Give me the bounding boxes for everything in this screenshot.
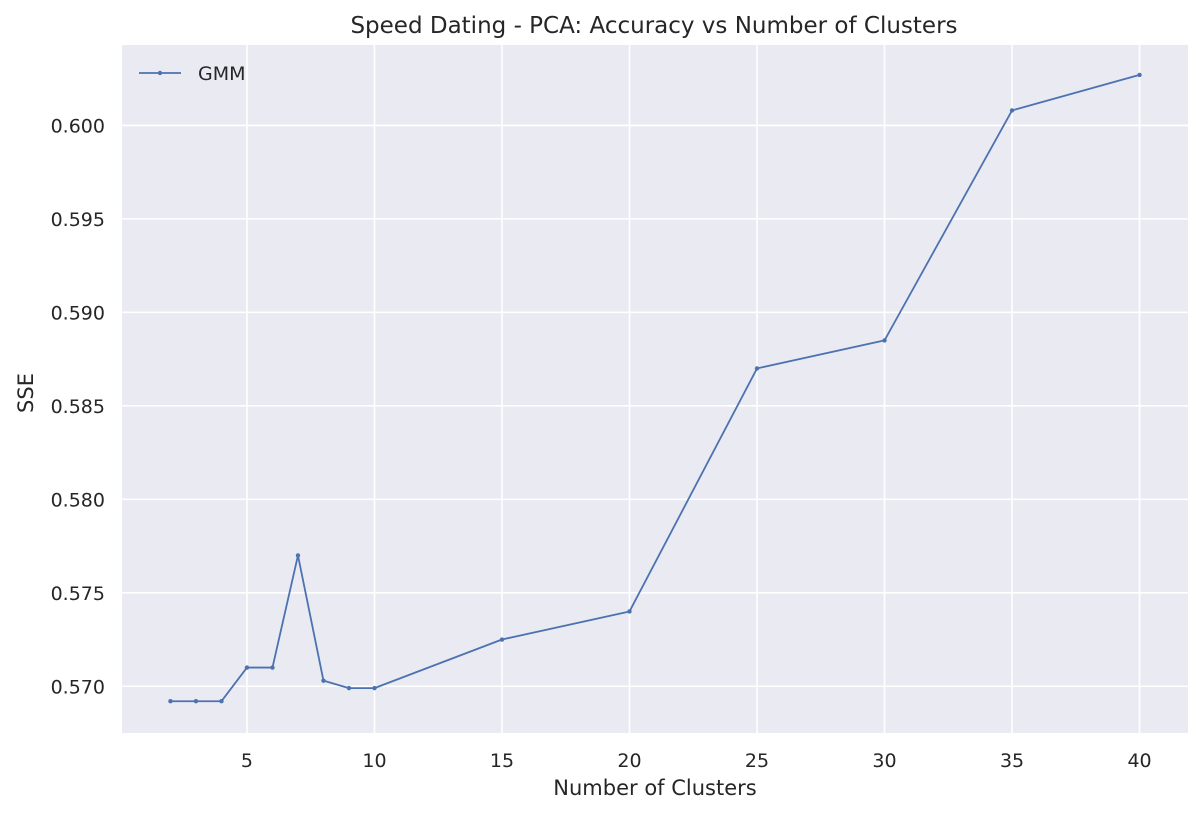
x-axis-ticks: 5 10 15 20 25 30 35 40: [241, 750, 1152, 772]
x-axis-title: Number of Clusters: [553, 776, 756, 800]
x-tick-label: 35: [1000, 750, 1024, 772]
chart-title: Speed Dating - PCA: Accuracy vs Number o…: [350, 13, 957, 39]
x-tick-label: 40: [1127, 750, 1151, 772]
data-point: [219, 699, 224, 704]
y-axis-title: SSE: [14, 373, 38, 413]
data-point: [244, 665, 250, 670]
y-axis-ticks: 0.570 0.575 0.580 0.585 0.590 0.595 0.600: [51, 115, 105, 698]
data-point: [499, 637, 505, 642]
legend-swatch-marker: [157, 70, 163, 76]
grid-lines: [122, 45, 1188, 733]
x-tick-label: 10: [362, 750, 386, 772]
data-point: [321, 678, 326, 683]
y-tick-label: 0.590: [51, 302, 105, 324]
data-point: [346, 685, 352, 691]
y-tick-label: 0.595: [51, 209, 105, 231]
data-point: [754, 366, 760, 371]
legend-entry-gmm: GMM: [198, 63, 246, 85]
data-point: [882, 338, 887, 343]
y-tick-label: 0.585: [51, 396, 105, 418]
data-point: [193, 699, 199, 704]
plot-area: [122, 45, 1188, 733]
data-point: [372, 685, 377, 691]
series-layer: [168, 72, 1142, 704]
y-tick-label: 0.575: [51, 583, 105, 605]
y-tick-label: 0.570: [51, 676, 105, 698]
x-tick-label: 5: [241, 750, 253, 772]
y-tick-label: 0.580: [51, 489, 105, 511]
x-tick-label: 20: [617, 750, 641, 772]
legend: GMM: [139, 63, 246, 85]
x-tick-label: 15: [490, 750, 514, 772]
data-point: [270, 665, 275, 670]
data-point: [1137, 72, 1142, 78]
x-tick-label: 30: [872, 750, 896, 772]
data-point: [168, 699, 173, 704]
data-point: [295, 553, 301, 558]
data-point: [1009, 108, 1015, 113]
x-tick-label: 25: [745, 750, 769, 772]
y-tick-label: 0.600: [51, 115, 105, 137]
data-point: [627, 609, 632, 614]
